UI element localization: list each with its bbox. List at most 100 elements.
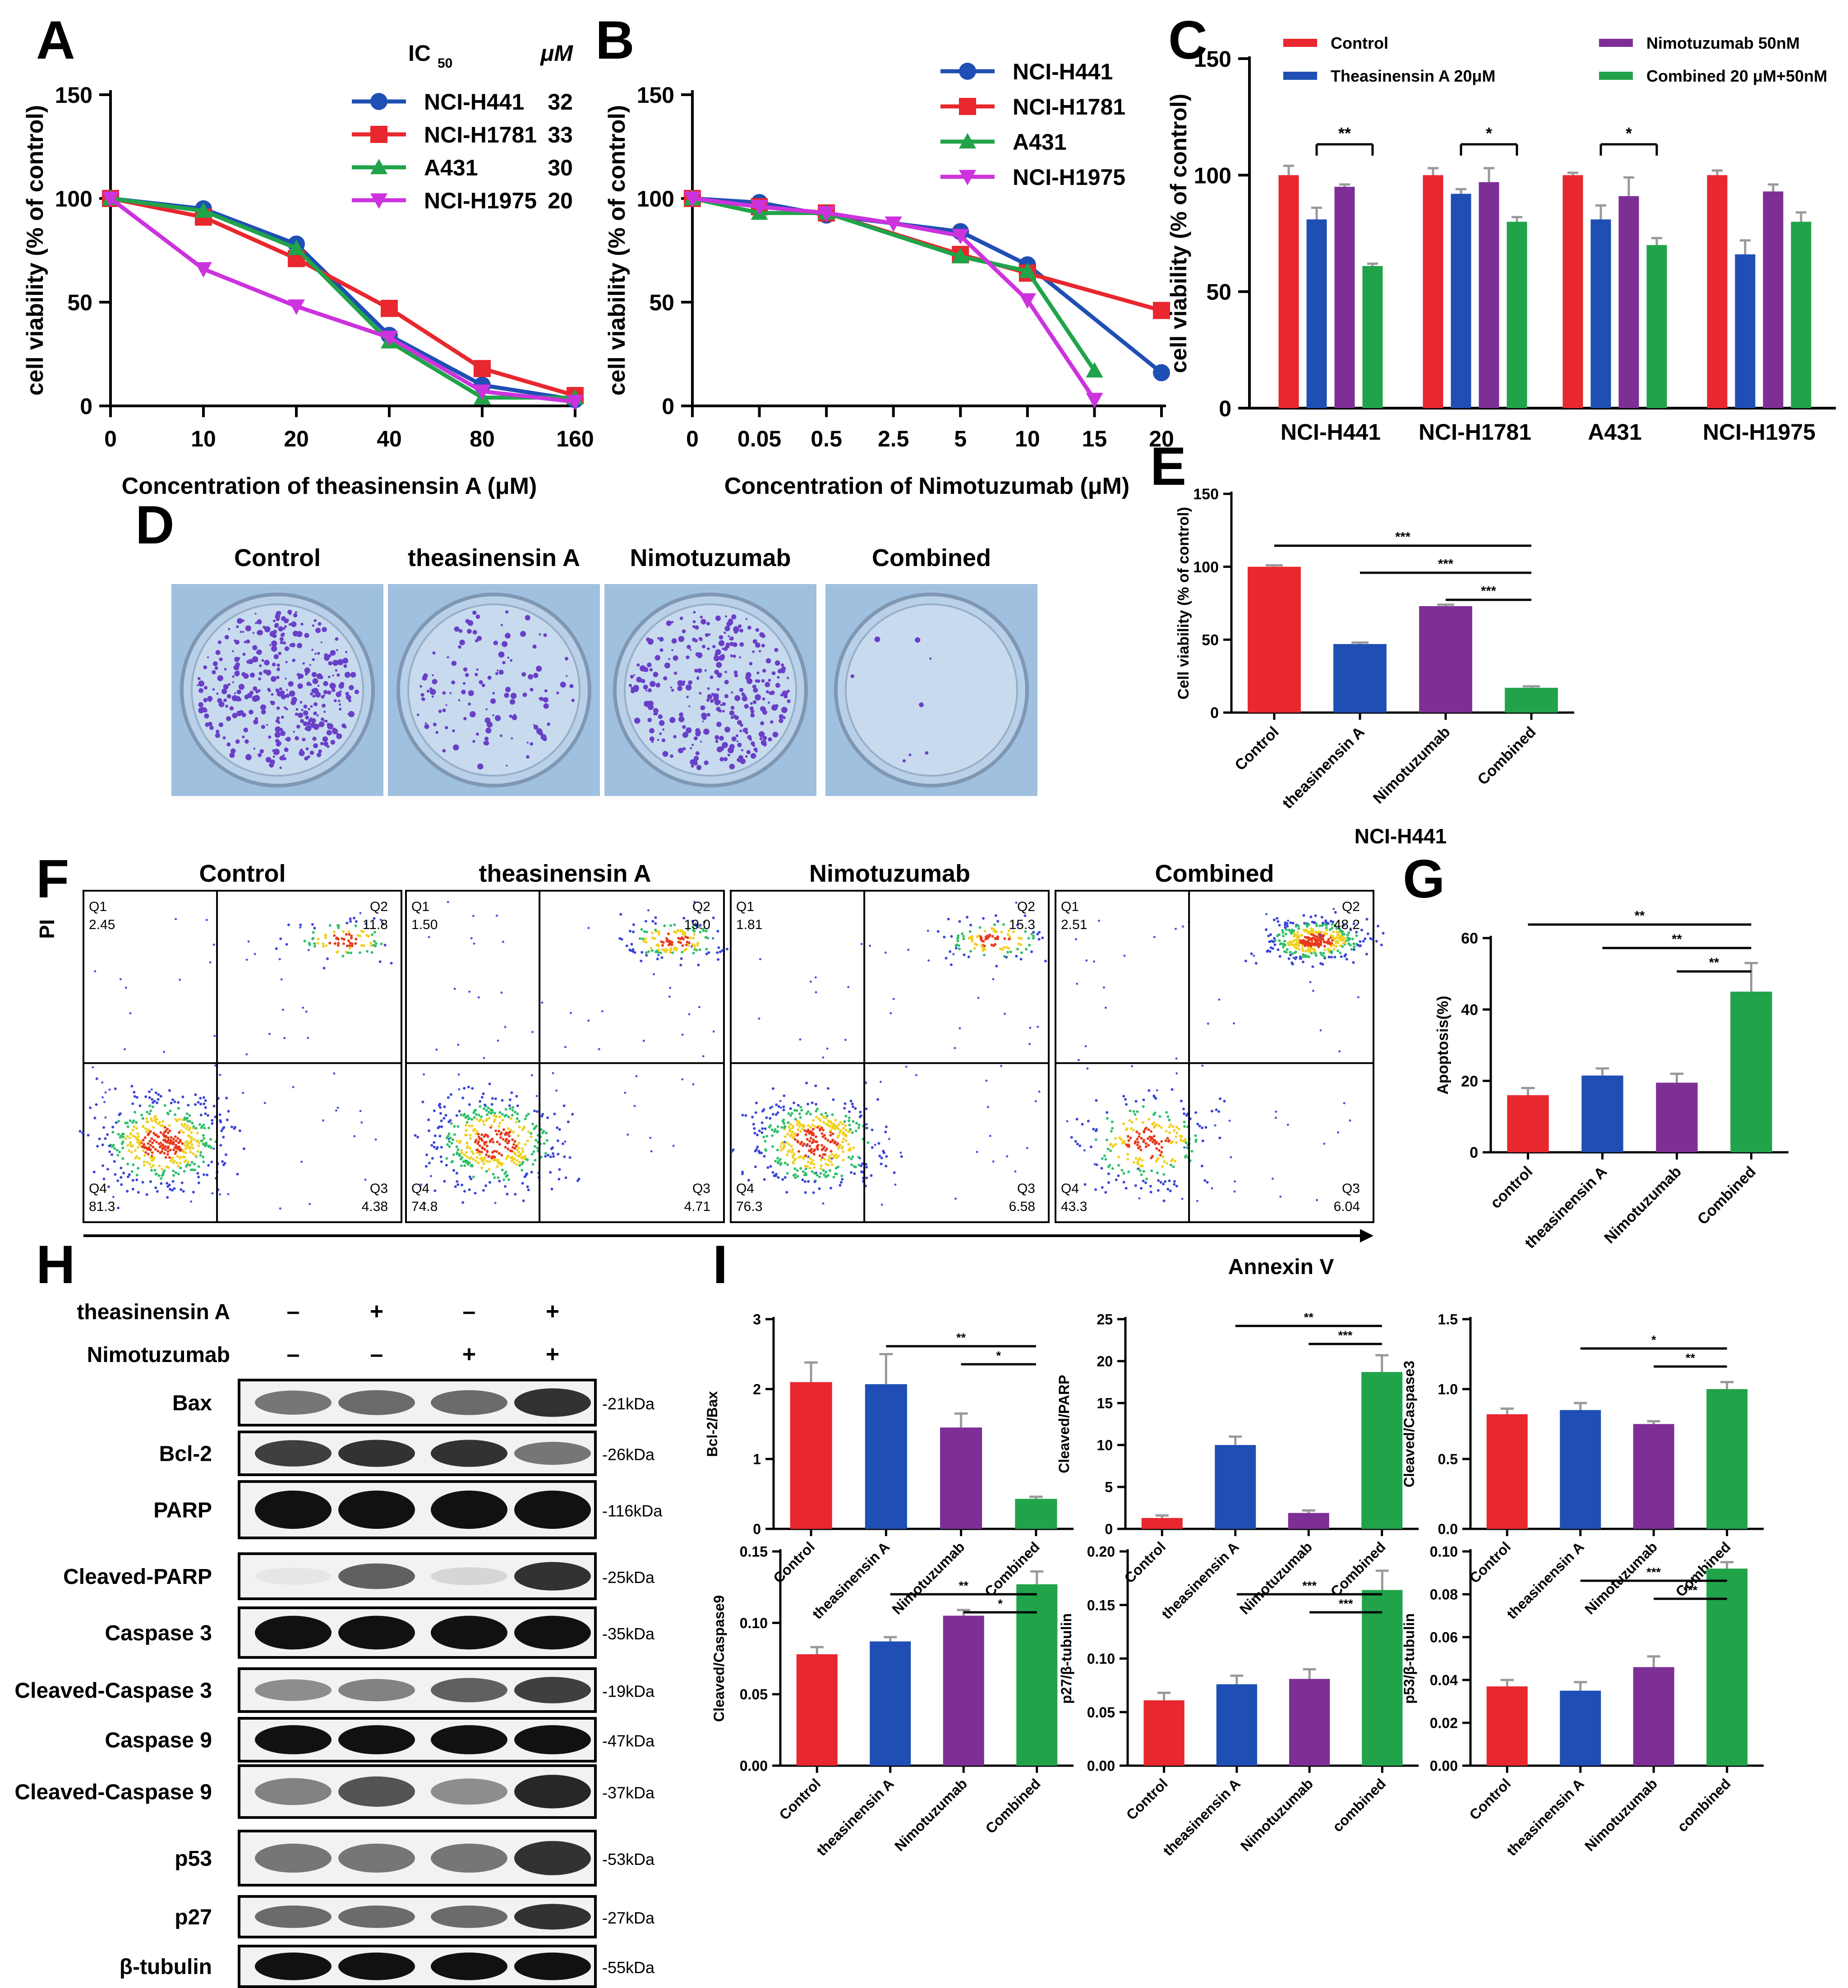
colony xyxy=(284,646,290,651)
colony xyxy=(476,668,479,671)
flow-event xyxy=(852,1120,855,1123)
flow-event xyxy=(494,1129,498,1132)
flow-event xyxy=(859,1157,862,1160)
colony xyxy=(740,723,743,727)
flow-event xyxy=(1350,948,1353,951)
flow-event xyxy=(549,1171,552,1174)
flow-event xyxy=(478,1144,481,1147)
flow-event xyxy=(788,1129,791,1132)
flow-event xyxy=(135,1096,138,1099)
flow-event xyxy=(1307,955,1310,958)
flow-event xyxy=(839,1121,842,1124)
colony xyxy=(261,709,266,715)
blot-band xyxy=(514,1904,591,1930)
flow-event xyxy=(488,1111,491,1114)
flow-event xyxy=(491,1137,494,1141)
flow-event xyxy=(1140,1173,1143,1176)
flow-event xyxy=(514,1193,517,1196)
flow-event xyxy=(102,1178,106,1181)
flow-event xyxy=(460,1164,463,1167)
flow-event xyxy=(854,1107,857,1110)
flow-event xyxy=(1295,956,1298,959)
colony xyxy=(288,681,294,687)
flow-event xyxy=(113,1160,116,1163)
colony xyxy=(673,735,677,739)
flow-event xyxy=(134,1157,137,1160)
colony xyxy=(232,713,238,718)
flow-event xyxy=(1254,962,1258,965)
colony xyxy=(649,681,656,687)
flow-event xyxy=(428,1129,431,1132)
colony xyxy=(526,755,530,759)
flow-event xyxy=(815,1135,818,1138)
colony xyxy=(659,720,665,726)
flow-event xyxy=(885,1155,888,1158)
flow-event xyxy=(811,1141,814,1144)
flow-event xyxy=(945,957,948,960)
flow-event xyxy=(681,1033,684,1036)
y-axis-title: PI xyxy=(35,919,59,939)
blot-band xyxy=(338,1563,415,1589)
flow-event xyxy=(121,1146,124,1150)
bar xyxy=(1618,196,1639,408)
flow-event xyxy=(679,941,682,944)
legend-label: NCI-H1781 xyxy=(1013,94,1125,120)
flow-event xyxy=(474,1141,477,1144)
legend-label: Nimotuzumab 50nM xyxy=(1646,34,1800,52)
bar xyxy=(1423,175,1443,408)
flow-event xyxy=(1162,1199,1166,1202)
flow-event xyxy=(161,1120,165,1123)
bar xyxy=(796,1654,838,1766)
legend-swatch xyxy=(1599,39,1633,47)
colony xyxy=(530,688,534,692)
flow-event xyxy=(1343,1102,1346,1104)
flow-event xyxy=(157,1174,161,1177)
colony xyxy=(350,673,354,676)
flow-event xyxy=(847,986,850,989)
flow-event xyxy=(825,1175,828,1178)
flow-event xyxy=(829,1141,832,1144)
colony xyxy=(246,639,250,644)
flow-event xyxy=(796,1140,799,1143)
flow-event xyxy=(414,1134,417,1137)
colony xyxy=(739,729,742,732)
flow-event xyxy=(842,1159,845,1162)
flow-event xyxy=(134,1111,137,1114)
flow-event xyxy=(170,1101,173,1104)
flow-event xyxy=(1101,1186,1104,1189)
flow-event xyxy=(1168,1118,1171,1122)
flow-event xyxy=(181,1142,184,1145)
flow-event xyxy=(1306,944,1309,947)
colony xyxy=(722,702,726,706)
flow-event xyxy=(1074,1140,1077,1143)
flow-event xyxy=(1183,1125,1186,1128)
flow-event xyxy=(197,1141,200,1144)
colony xyxy=(290,642,295,648)
colony xyxy=(199,704,203,707)
flow-event xyxy=(190,1200,193,1203)
colony xyxy=(756,671,760,675)
colony xyxy=(301,709,304,711)
flow-event xyxy=(96,1145,99,1148)
blot-band xyxy=(338,1390,415,1415)
flow-event xyxy=(450,1142,453,1145)
flow-event xyxy=(118,1150,121,1153)
flow-event xyxy=(1196,1123,1199,1126)
flow-event xyxy=(133,1125,136,1128)
flow-event xyxy=(187,1134,190,1137)
colony xyxy=(272,663,276,667)
flow-event xyxy=(488,1117,491,1120)
flow-event xyxy=(516,1155,519,1158)
flow-event xyxy=(820,1148,824,1151)
flow-event xyxy=(1008,935,1011,938)
flow-event xyxy=(188,1164,191,1167)
flow-event xyxy=(180,1188,183,1191)
colony xyxy=(442,708,446,712)
colony xyxy=(730,705,735,710)
flow-event xyxy=(152,1146,155,1149)
flow-event xyxy=(193,1169,196,1172)
colony xyxy=(327,690,332,695)
colony xyxy=(739,656,742,659)
flow-event xyxy=(485,1170,488,1173)
flow-event xyxy=(1127,1139,1130,1142)
